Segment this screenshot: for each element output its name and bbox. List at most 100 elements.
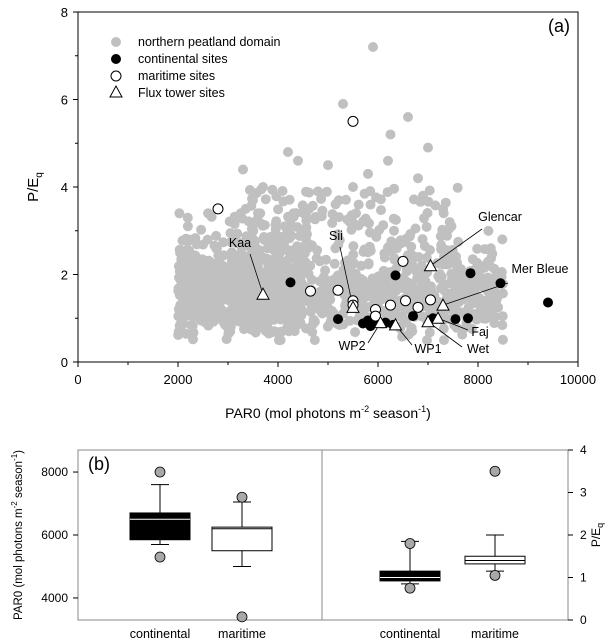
peatland-point	[413, 252, 424, 262]
y-axis-label-b-right: P/Eq	[589, 523, 605, 547]
peatland-point	[350, 327, 361, 338]
x-tick-label: 4000	[264, 372, 293, 387]
peatland-point	[253, 277, 264, 288]
peatland-point	[281, 323, 292, 334]
site-label: Sii	[329, 229, 343, 243]
peatland-point	[273, 247, 284, 258]
peatland-point	[248, 225, 259, 236]
box-y-tick-label: 1	[580, 571, 587, 585]
y-tick-label: 8	[61, 5, 68, 20]
peatland-point	[484, 296, 495, 307]
scatter-panel-a: 0 2000 4000 6000 8000 10000 0 2 4 6 8 Kaa Sii Glenca…	[25, 5, 596, 421]
peatland-outlier-point	[418, 190, 428, 201]
peatland-point	[225, 266, 236, 277]
peatland-point	[397, 311, 408, 322]
flux-tower-point	[423, 258, 438, 272]
box-outlier	[236, 611, 248, 623]
box-outlier	[489, 569, 501, 581]
scatter-axes: 0 2000 4000 6000 8000 10000 0 2 4 6 8	[61, 5, 596, 387]
site-label: WP1	[414, 342, 441, 356]
peatland-point	[309, 316, 320, 327]
peatland-point	[259, 220, 270, 231]
peatland-outlier-point	[385, 129, 396, 140]
peatland-point	[206, 211, 217, 222]
peatland-point	[177, 306, 188, 317]
peatland-point	[457, 329, 468, 340]
peatland-point	[197, 260, 208, 270]
peatland-point	[267, 184, 278, 195]
peatland-point	[204, 276, 215, 287]
peatland-point	[408, 262, 419, 273]
peatland-point	[389, 253, 400, 264]
peatland-point	[479, 262, 490, 273]
peatland-point	[276, 266, 287, 277]
peatland-point	[287, 245, 298, 256]
box-category-label: continental	[130, 627, 190, 641]
peatland-point	[176, 254, 187, 265]
peatland-point	[262, 253, 272, 264]
peatland-point	[284, 194, 295, 205]
peatland-point	[260, 194, 271, 205]
peatland-point	[181, 233, 192, 244]
x-tick-label: 10000	[560, 372, 596, 387]
leader-line	[430, 228, 483, 267]
peatland-point	[314, 295, 325, 306]
peatland-point	[250, 327, 261, 338]
peatland-point	[424, 185, 435, 196]
peatland-point	[214, 257, 225, 268]
maritime-point	[212, 203, 224, 215]
peatland-point	[389, 183, 400, 194]
peatland-point	[321, 186, 332, 197]
peatland-point	[235, 287, 246, 297]
peatland-point	[211, 230, 222, 241]
peatland-point	[472, 243, 483, 254]
peatland-point	[270, 224, 281, 235]
y-tick-label: 4	[61, 180, 68, 195]
peatland-point	[329, 258, 340, 269]
peatland-point	[448, 249, 459, 260]
peatland-point	[277, 186, 288, 196]
peatland-point	[358, 215, 369, 226]
peatland-point	[238, 266, 249, 277]
legend-marker-peatland	[111, 37, 121, 47]
peatland-outlier-point	[423, 142, 433, 153]
peatland-outlier-point	[338, 98, 348, 109]
peatland-point	[408, 291, 419, 302]
peatland-point	[277, 297, 288, 308]
peatland-point	[258, 313, 269, 324]
peatland-point	[303, 268, 314, 279]
box-y-tick-label: 8000	[41, 465, 68, 479]
peatland-point	[374, 293, 385, 304]
x-tick-label: 2000	[164, 372, 193, 387]
peatland-point	[279, 239, 289, 250]
box-maritime	[211, 526, 273, 552]
leader-line	[249, 253, 264, 295]
flux-tower-point	[346, 300, 360, 313]
box-category-label: maritime	[471, 627, 519, 641]
peatland-point	[409, 194, 419, 205]
box-y-tick-label: 3	[580, 486, 587, 500]
panel-a-label: (a)	[548, 16, 570, 36]
y-axis-label-a: P/Eq	[25, 172, 45, 202]
peatland-point	[489, 318, 500, 329]
maritime-point	[425, 294, 436, 306]
peatland-point	[419, 241, 430, 251]
peatland-point	[497, 311, 508, 322]
y-axis-label-b-left: PAR0 (mol photons m-2 season-1)	[10, 450, 25, 620]
peatland-domain-cloud	[173, 42, 508, 346]
peatland-point	[225, 228, 236, 239]
flux-tower-point	[373, 315, 388, 329]
peatland-point	[173, 285, 184, 296]
peatland-point	[300, 257, 311, 268]
continental-point	[390, 270, 401, 281]
peatland-point	[371, 192, 381, 203]
peatland-point	[334, 212, 345, 223]
peatland-point	[262, 274, 273, 285]
peatland-point	[390, 214, 401, 225]
legend-marker-continental	[111, 54, 121, 64]
peatland-point	[497, 320, 508, 331]
legend-label-continental: continental sites	[138, 52, 228, 66]
site-labels: Kaa Sii Glencar Mer Bleue Faj Wet WP1 WP2	[229, 210, 569, 356]
peatland-point	[239, 324, 249, 335]
peatland-point	[363, 259, 374, 270]
